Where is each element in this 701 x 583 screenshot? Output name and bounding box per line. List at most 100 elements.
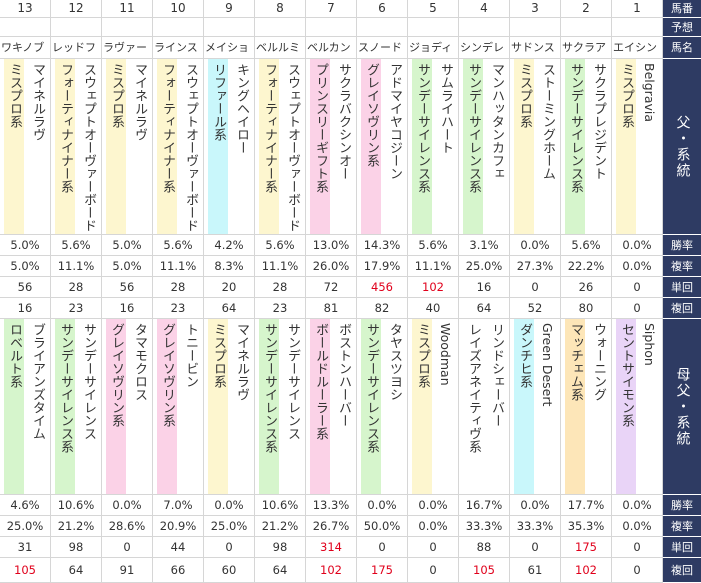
sire-name: サクラバクシンオー (336, 63, 351, 180)
sire-name: スウェプトオーヴァーボード (183, 63, 198, 232)
prediction-cell[interactable] (204, 18, 255, 37)
dam-win-return: 0 (357, 537, 408, 558)
horse-name[interactable]: サクラア (561, 37, 612, 59)
lineage-column: サンデーサイレンス系 (361, 319, 381, 494)
sire-name: マンハッタンカフェ (489, 63, 504, 180)
lineage-column: サンデーサイレンス系 (412, 59, 432, 234)
sire-panel: フォーティナイナー系 スウェプトオーヴァーボード (255, 59, 306, 235)
sire-win-return: 102 (408, 277, 459, 298)
lineage-label: フォーティナイナー系 (160, 63, 175, 193)
horse-number: 2 (561, 0, 612, 18)
sire-place-rate: 27.3% (510, 256, 561, 277)
header-place-return: 複回 (663, 298, 701, 319)
lineage-color-bar (361, 59, 381, 234)
horse-name[interactable]: エイシン (612, 37, 663, 59)
horse-number: 8 (255, 0, 306, 18)
horse-number: 1 (612, 0, 663, 18)
lineage-label: サンデーサイレンス系 (364, 323, 379, 453)
sire-place-rate: 22.2% (561, 256, 612, 277)
dam-place-return: 64 (51, 558, 102, 583)
dam-win-return: 175 (561, 537, 612, 558)
sire-name: リンドシェーバー (489, 323, 504, 427)
lineage-column: グレイソヴリン系 (106, 319, 126, 494)
sire-place-return: 64 (204, 298, 255, 319)
horse-number: 3 (510, 0, 561, 18)
sire-win-rate: 5.6% (561, 235, 612, 256)
lineage-color-bar (565, 59, 585, 234)
lineage-column: ミスプロ系 (616, 59, 636, 234)
header-sire-line: 父・系統 (663, 59, 701, 235)
sire-place-return: 80 (561, 298, 612, 319)
dam-sire-panel: サンデーサイレンス系 サンデーサイレンス (255, 319, 306, 495)
prediction-cell[interactable] (153, 18, 204, 37)
dam-win-rate: 10.6% (51, 495, 102, 516)
lineage-column: ミスプロ系 (4, 59, 24, 234)
sire-name-column: スウェプトオーヴァーボード (282, 63, 302, 232)
prediction-cell[interactable] (51, 18, 102, 37)
sire-panel: ミスプロ系 Belgravia (612, 59, 663, 235)
lineage-label: プリンスリーギフト系 (313, 63, 328, 193)
horse-name[interactable]: ラインス (153, 37, 204, 59)
sire-win-return: 0 (612, 277, 663, 298)
prediction-cell[interactable] (561, 18, 612, 37)
horse-name[interactable]: サドンス (510, 37, 561, 59)
lineage-label: ミスプロ系 (7, 63, 22, 128)
sire-place-return: 23 (51, 298, 102, 319)
prediction-cell[interactable] (0, 18, 51, 37)
horse-number: 10 (153, 0, 204, 18)
prediction-cell[interactable] (306, 18, 357, 37)
dam-sire-panel: ミスプロ系 マイネルラヴ (204, 319, 255, 495)
lineage-label: レイズアネイティヴ系 (466, 323, 481, 453)
sire-panel: ミスプロ系 ストーミングホーム (510, 59, 561, 235)
dam-win-rate: 0.0% (204, 495, 255, 516)
horse-name[interactable]: シンデレ (459, 37, 510, 59)
sire-name-column: サクラバクシンオー (333, 63, 353, 180)
sire-name-column: リンドシェーバー (486, 323, 506, 427)
lineage-column: ミスプロ系 (412, 319, 432, 494)
prediction-cell[interactable] (510, 18, 561, 37)
sire-name: キングヘイロー (234, 63, 249, 154)
horse-name[interactable]: ワキノブ (0, 37, 51, 59)
horse-name[interactable]: ジョディ (408, 37, 459, 59)
sire-win-rate: 3.1% (459, 235, 510, 256)
sire-panel: サンデーサイレンス系 マンハッタンカフェ (459, 59, 510, 235)
dam-place-rate: 0.0% (408, 516, 459, 537)
dam-sire-panel: ボールドルーラー系 ボストンハーバー (306, 319, 357, 495)
lineage-color-bar (514, 59, 534, 234)
sire-name: タマモクロス (132, 323, 147, 401)
dam-place-return: 102 (561, 558, 612, 583)
lineage-label: リファール系 (211, 63, 226, 141)
horse-number: 13 (0, 0, 51, 18)
horse-name[interactable]: ベルカン (306, 37, 357, 59)
prediction-cell[interactable] (357, 18, 408, 37)
prediction-cell[interactable] (612, 18, 663, 37)
dam-place-return: 64 (255, 558, 306, 583)
dam-win-return: 88 (459, 537, 510, 558)
horse-name[interactable]: レッドフ (51, 37, 102, 59)
dam-place-return: 60 (204, 558, 255, 583)
dam-place-rate: 33.3% (459, 516, 510, 537)
horse-name[interactable]: メイショ (204, 37, 255, 59)
lineage-color-bar (514, 319, 534, 494)
horse-name[interactable]: ベルルミ (255, 37, 306, 59)
sire-name: サンデーサイレンス (285, 323, 300, 440)
lineage-color-bar (412, 59, 432, 234)
sire-name-column: Belgravia (639, 63, 659, 122)
dam-sire-panel: マッチェム系 ウォーニング (561, 319, 612, 495)
prediction-cell[interactable] (102, 18, 153, 37)
dam-win-return: 0 (612, 537, 663, 558)
prediction-cell[interactable] (408, 18, 459, 37)
dam-sire-panel: セントサイモン系 Siphon (612, 319, 663, 495)
dam-win-return: 0 (408, 537, 459, 558)
lineage-color-bar (55, 59, 75, 234)
dam-place-rate: 35.3% (561, 516, 612, 537)
prediction-cell[interactable] (255, 18, 306, 37)
dam-win-rate: 0.0% (408, 495, 459, 516)
horse-name[interactable]: ラヴァー (102, 37, 153, 59)
sire-place-rate: 8.3% (204, 256, 255, 277)
lineage-color-bar (412, 319, 432, 494)
prediction-cell[interactable] (459, 18, 510, 37)
horse-name[interactable]: スノード (357, 37, 408, 59)
sire-panel: グレイソヴリン系 アドマイヤコジーン (357, 59, 408, 235)
